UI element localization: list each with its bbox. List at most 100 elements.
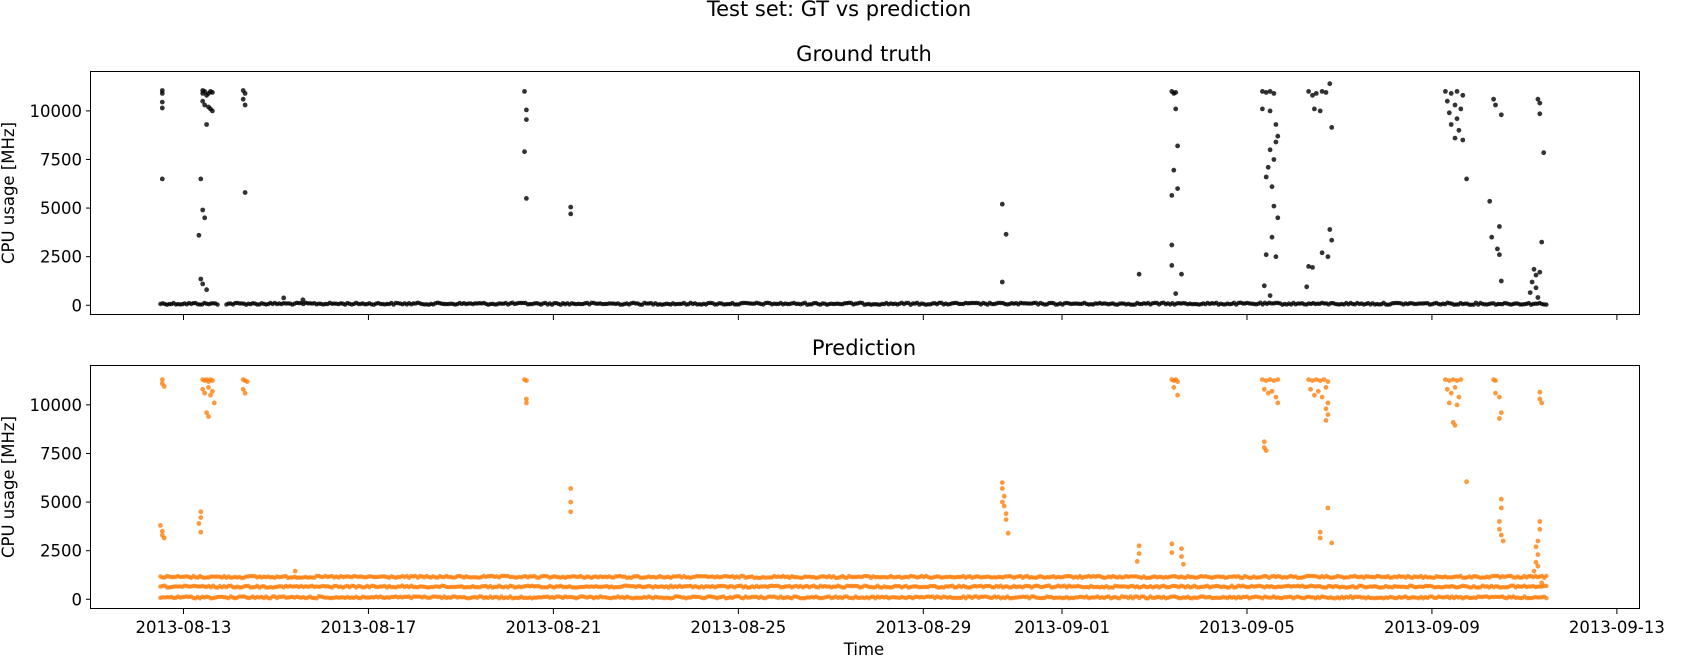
data-point (158, 523, 163, 528)
x-tick-label: 2013-08-29 (875, 618, 971, 637)
data-point (1464, 479, 1469, 485)
data-point (1267, 108, 1273, 114)
data-point (1260, 377, 1265, 382)
data-point (1267, 293, 1273, 298)
data-point (1537, 269, 1543, 275)
y-tick-label: 5000 (40, 493, 82, 512)
data-point (1456, 127, 1462, 133)
data-point (210, 378, 215, 383)
data-point (524, 117, 529, 122)
data-point (1493, 378, 1498, 383)
data-point (1175, 186, 1180, 192)
data-point (204, 287, 210, 293)
data-point (240, 386, 246, 392)
data-point (1533, 559, 1539, 565)
data-point (196, 232, 202, 238)
data-point (1169, 242, 1175, 248)
data-point (1310, 265, 1315, 270)
data-point (1269, 184, 1275, 190)
x-tick-label: 2013-08-13 (136, 618, 232, 637)
data-point (1454, 116, 1460, 122)
data-point (1460, 137, 1466, 143)
data-point (198, 529, 204, 535)
data-point (200, 386, 206, 392)
data-point (1306, 264, 1311, 269)
data-point (1260, 106, 1265, 112)
data-point (568, 486, 574, 491)
data-point (1319, 89, 1325, 94)
x-tick-label: 2013-08-21 (505, 618, 601, 637)
data-point (1171, 167, 1177, 173)
data-point (210, 90, 215, 95)
data-point (1003, 231, 1009, 237)
data-point (1497, 416, 1502, 421)
data-point (210, 108, 215, 114)
data-point (204, 122, 210, 127)
data-point (568, 499, 574, 505)
data-point (200, 98, 206, 104)
data-point (211, 400, 217, 406)
data-point (1273, 139, 1279, 145)
data-point (1261, 439, 1267, 445)
x-tick-label: 2013-09-05 (1199, 618, 1295, 637)
y-tick-label: 10000 (30, 102, 83, 121)
data-point (1313, 377, 1319, 382)
data-point (1537, 111, 1543, 117)
data-point (1535, 563, 1541, 569)
data-point (1452, 422, 1458, 428)
data-point (1541, 150, 1547, 156)
data-point (1493, 390, 1498, 396)
data-point (1273, 394, 1279, 400)
data-point (1500, 538, 1506, 544)
data-point (159, 528, 165, 534)
data-point (1497, 224, 1502, 229)
data-point (1319, 250, 1325, 256)
data-point (1003, 517, 1009, 522)
x-tick-label: 2013-08-25 (690, 618, 786, 637)
data-point (1317, 378, 1323, 383)
data-point (999, 480, 1005, 485)
y-tick-label: 10000 (30, 396, 83, 415)
data-point (522, 89, 527, 94)
data-point (159, 99, 165, 105)
data-point (1537, 396, 1543, 402)
data-point (1325, 400, 1331, 406)
data-point (1317, 108, 1323, 114)
y-tick-label: 7500 (40, 150, 82, 169)
data-point (159, 176, 165, 182)
data-point (1175, 379, 1180, 384)
data-point (1446, 110, 1452, 116)
data-point (1323, 385, 1329, 390)
data-point (1169, 550, 1175, 555)
data-point (1003, 511, 1009, 517)
ground-truth-title: Ground truth (796, 42, 932, 66)
data-point (202, 215, 208, 221)
data-point (200, 207, 206, 213)
data-point (1275, 377, 1281, 382)
x-axis-label: Time (843, 640, 884, 659)
data-point (1498, 278, 1504, 284)
data-point (1271, 157, 1277, 162)
data-point (1497, 519, 1502, 524)
x-tick-label: 2013-09-09 (1384, 618, 1480, 637)
data-point (1527, 290, 1533, 295)
data-point (1325, 412, 1331, 417)
data-point (1539, 239, 1545, 245)
data-point (198, 276, 204, 282)
data-point (1443, 377, 1448, 382)
data-point (1263, 90, 1269, 95)
data-point (1179, 271, 1184, 277)
data-point (1456, 394, 1462, 400)
prediction-panel: Prediction 0 2500 5000 7500 10000 2013-08-13… (0, 336, 1665, 637)
data-point (242, 390, 248, 396)
data-point (1134, 559, 1140, 564)
data-point (1327, 227, 1333, 232)
data-point (1169, 263, 1175, 268)
data-point (1448, 122, 1454, 127)
data-point (1446, 400, 1452, 406)
ground-truth-axes-frame (90, 71, 1640, 315)
data-point (1306, 89, 1311, 94)
x-tick-label: 2013-08-17 (320, 618, 416, 637)
data-point (300, 297, 306, 303)
ground-truth-y-ticks: 0 2500 5000 7500 10000 (30, 102, 91, 315)
